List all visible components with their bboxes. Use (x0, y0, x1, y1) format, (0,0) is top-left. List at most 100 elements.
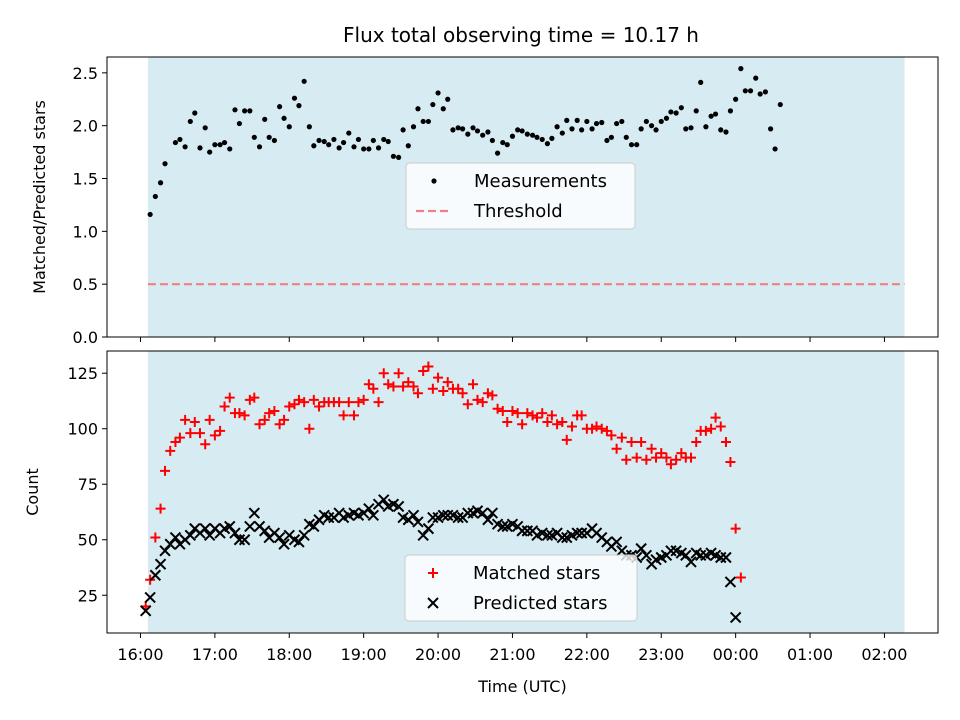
measurement-point (256, 144, 263, 150)
matched-point (224, 392, 235, 403)
matched-point (566, 421, 577, 432)
measurement-point (604, 137, 610, 144)
predicted-point (452, 511, 464, 524)
predicted-point (422, 522, 435, 535)
legend-label: Predicted stars (473, 593, 607, 614)
matched-point (611, 443, 622, 454)
predicted-point (149, 569, 162, 581)
measurement-point (232, 107, 238, 113)
predicted-point (159, 545, 171, 557)
measurement-point (712, 111, 719, 117)
matched-point (671, 454, 682, 465)
measurement-point (355, 136, 362, 143)
matched-point (646, 443, 657, 454)
predicted-point (248, 507, 261, 519)
predicted-point (571, 527, 583, 539)
matched-point (497, 405, 508, 416)
matched-point (383, 379, 394, 390)
measurement-point (534, 134, 540, 140)
measurement-point (197, 145, 203, 151)
matched-point (596, 423, 607, 434)
measurement-point (480, 132, 486, 138)
matched-point (314, 401, 325, 412)
predicted-point (720, 551, 732, 564)
matched-point (284, 401, 295, 412)
measurement-point (539, 136, 545, 143)
predicted-point (685, 556, 697, 568)
matched-point (591, 421, 602, 432)
matched-point (427, 383, 438, 394)
measurement-point (192, 110, 198, 116)
measurement-point (718, 127, 724, 133)
predicted-point (729, 611, 742, 624)
measurement-point (301, 78, 307, 84)
measurement-point (351, 144, 357, 150)
measurement-point (474, 128, 481, 134)
measurement-point (564, 117, 570, 123)
matched-point (517, 419, 528, 430)
measurement-point (375, 145, 382, 151)
measurement-point (727, 108, 734, 114)
x-tick-label: 20:00 (415, 645, 461, 664)
matched-point (189, 417, 200, 428)
measurement-point (465, 131, 471, 137)
matched-point (735, 572, 746, 583)
measurement-point (628, 142, 635, 148)
matched-point (542, 417, 553, 428)
measurement-point (569, 126, 575, 132)
matched-point (408, 381, 419, 392)
matched-point (348, 410, 359, 421)
measurement-point (738, 66, 744, 72)
matched-point (194, 428, 205, 439)
measurement-point (291, 95, 298, 101)
predicted-point (203, 529, 216, 542)
measurement-point (430, 101, 436, 108)
predicted-point (640, 549, 653, 561)
measurement-point (579, 127, 585, 133)
x-axis-label: Time (UTC) (477, 677, 566, 696)
measurement-point (212, 142, 218, 148)
x-tick-label: 19:00 (341, 645, 387, 664)
x-tick-label: 16:00 (117, 645, 163, 664)
measurement-point (593, 120, 600, 127)
matched-point (546, 410, 557, 421)
matched-point (442, 377, 453, 388)
y-tick-label: 50 (78, 531, 98, 550)
predicted-point (715, 551, 727, 564)
measurement-point (221, 139, 228, 146)
matched-point (492, 403, 503, 414)
measurement-point (599, 119, 605, 126)
predicted-point (224, 520, 236, 533)
matched-point (576, 410, 587, 421)
measurement-point (574, 117, 580, 123)
measurement-point (346, 130, 352, 136)
predicted-point (378, 494, 390, 506)
predicted-point (259, 525, 271, 537)
series-x-1 (139, 494, 742, 624)
y-tick-label: 1.5 (73, 170, 98, 189)
matched-point (269, 405, 280, 416)
measurement-point (772, 146, 778, 152)
predicted-point (278, 538, 290, 550)
measurement-point (321, 138, 327, 145)
measurement-point (703, 124, 709, 130)
matched-point (651, 452, 662, 463)
measurement-point (366, 146, 372, 152)
matched-point (472, 394, 483, 405)
matched-point (209, 430, 220, 441)
matched-point (532, 412, 543, 423)
predicted-point (407, 509, 420, 522)
matched-point (160, 465, 171, 476)
matched-point (373, 397, 384, 408)
x-tick-label: 02:00 (861, 645, 907, 664)
measurement-point (172, 139, 179, 146)
matched-point (200, 439, 211, 450)
measurement-point (242, 108, 248, 114)
axes-frame (106, 56, 939, 338)
matched-point (606, 430, 617, 441)
predicted-point (273, 531, 286, 544)
measurement-point (623, 134, 629, 140)
y-tick-label: 2.5 (73, 64, 98, 83)
matched-point (170, 437, 181, 448)
measurement-point (340, 139, 347, 146)
